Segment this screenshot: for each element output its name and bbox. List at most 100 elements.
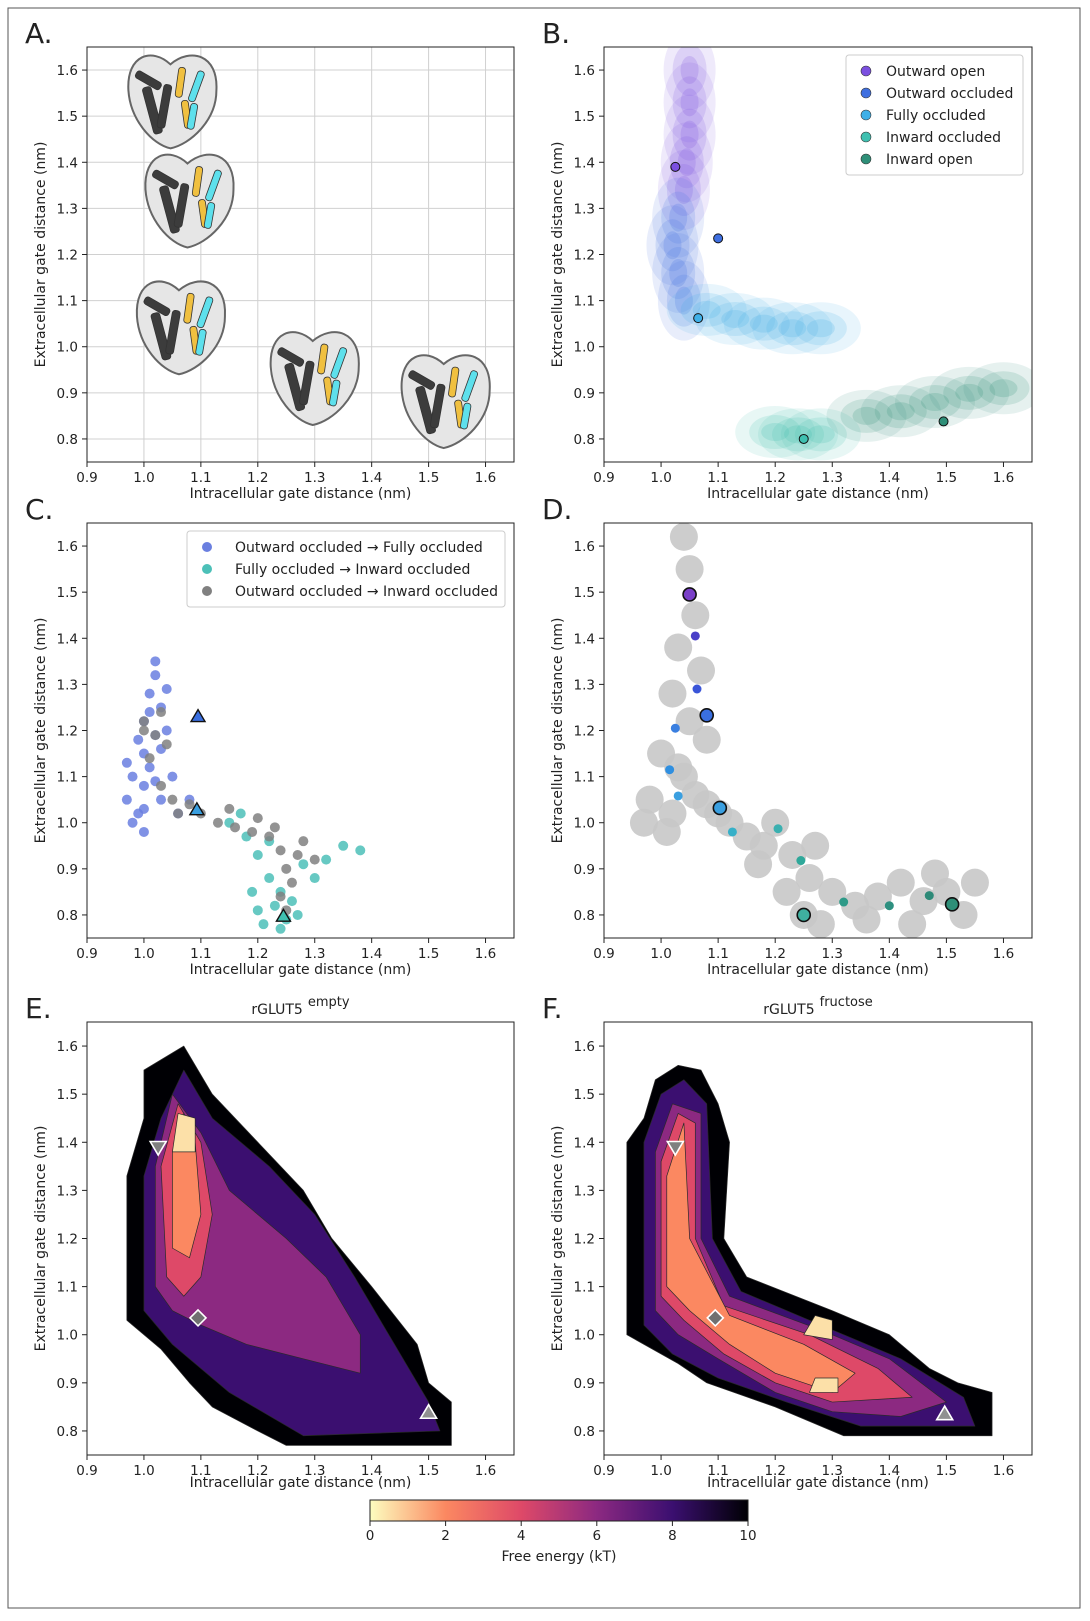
y-axis-label: Extracellular gate distance (nm)	[33, 1126, 49, 1352]
state-point	[938, 416, 949, 427]
data-point	[681, 601, 710, 630]
density-region	[672, 47, 707, 97]
density-region	[749, 415, 802, 450]
data-point	[886, 868, 915, 897]
contour-region	[809, 1377, 839, 1393]
panel-title: rGLUT5 fructose	[763, 995, 873, 1018]
density-region	[663, 62, 716, 143]
x-tick-label: 1.0	[650, 1463, 671, 1479]
x-tick-label: 0.9	[593, 470, 614, 486]
y-tick-label: 1.3	[57, 1183, 78, 1199]
y-tick-label: 1.6	[57, 1039, 78, 1055]
colorbar-tick-label: 6	[593, 1528, 602, 1544]
x-tick-label: 1.4	[879, 946, 900, 962]
panel-letter: D.	[542, 493, 572, 526]
data-point	[839, 897, 849, 907]
y-tick-label: 0.9	[574, 1376, 595, 1392]
data-point	[275, 923, 286, 934]
data-point	[138, 716, 149, 727]
density-region	[989, 379, 1018, 398]
density-region	[752, 302, 833, 355]
data-point	[138, 780, 149, 791]
data-point	[286, 896, 297, 907]
plot-area	[121, 656, 366, 934]
marker	[275, 907, 292, 922]
x-axis-label: Intracellular gate distance (nm)	[190, 486, 412, 502]
density-region	[674, 175, 693, 204]
density-region	[826, 389, 907, 442]
x-tick-label: 0.9	[593, 1463, 614, 1479]
density-region	[657, 149, 710, 230]
y-tick-label: 1.4	[574, 1135, 595, 1151]
legend-label: Outward open	[886, 64, 985, 80]
data-point	[321, 854, 332, 865]
density-region	[766, 311, 819, 346]
legend-label: Fully occluded → Inward occluded	[235, 562, 470, 578]
x-tick-label: 1.0	[133, 1463, 154, 1479]
data-point	[852, 905, 881, 934]
y-tick-label: 0.8	[574, 432, 595, 448]
panel-title: rGLUT5 empty	[251, 995, 349, 1018]
data-point	[898, 910, 927, 938]
y-tick-label: 1.5	[57, 109, 78, 125]
y-tick-label: 1.2	[57, 1232, 78, 1248]
data-point	[235, 808, 246, 819]
x-tick-label: 1.5	[418, 1463, 439, 1479]
plot-area	[126, 1045, 452, 1446]
plot-area	[626, 1064, 993, 1437]
title-sup: fructose	[820, 995, 873, 1010]
legend-marker	[860, 131, 872, 143]
data-point	[920, 859, 949, 888]
data-point	[161, 684, 172, 694]
y-axis-label: Extracellular gate distance (nm)	[33, 618, 49, 844]
data-point	[682, 587, 697, 602]
data-point	[144, 707, 155, 718]
data-point	[269, 900, 280, 911]
data-point	[692, 725, 721, 754]
y-tick-label: 1.1	[574, 294, 595, 310]
marker	[148, 1140, 168, 1157]
x-tick-label: 1.5	[936, 470, 957, 486]
x-tick-label: 1.4	[879, 1463, 900, 1479]
y-tick-label: 1.0	[574, 1328, 595, 1344]
data-point	[156, 707, 167, 718]
data-point	[127, 817, 138, 828]
data-point	[944, 897, 960, 912]
x-tick-label: 1.6	[993, 946, 1014, 962]
cartoon-helix	[205, 169, 222, 202]
data-point	[269, 822, 280, 833]
density-region	[661, 246, 696, 299]
data-point	[150, 656, 161, 667]
density-region	[737, 306, 790, 341]
state-point	[713, 233, 724, 244]
data-point	[773, 824, 783, 834]
y-tick-label: 0.8	[57, 1424, 78, 1440]
y-tick-label: 0.9	[574, 862, 595, 878]
y-tick-label: 1.1	[57, 1280, 78, 1296]
data-point	[121, 757, 132, 768]
data-point	[863, 882, 892, 911]
data-point	[309, 873, 320, 884]
x-tick-label: 0.9	[593, 946, 614, 962]
y-tick-label: 1.3	[57, 201, 78, 217]
density-region	[761, 423, 790, 442]
x-tick-label: 1.3	[822, 1463, 843, 1479]
data-point	[687, 656, 716, 685]
data-point	[699, 707, 715, 723]
contour-region	[154, 1093, 361, 1374]
legend-box	[845, 54, 1024, 176]
density-region	[695, 293, 776, 346]
x-tick-label: 1.4	[361, 946, 382, 962]
data-point	[173, 808, 184, 819]
data-point	[298, 836, 309, 847]
x-tick-label: 1.2	[764, 946, 785, 962]
x-tick-label: 1.5	[936, 1463, 957, 1479]
density-region	[723, 297, 804, 350]
x-tick-label: 1.0	[133, 946, 154, 962]
density-region	[666, 274, 701, 327]
data-point	[150, 670, 161, 681]
x-tick-label: 1.6	[993, 470, 1014, 486]
density-region	[749, 314, 778, 333]
cartoon-helix	[188, 70, 205, 103]
contour-region	[172, 1113, 196, 1153]
